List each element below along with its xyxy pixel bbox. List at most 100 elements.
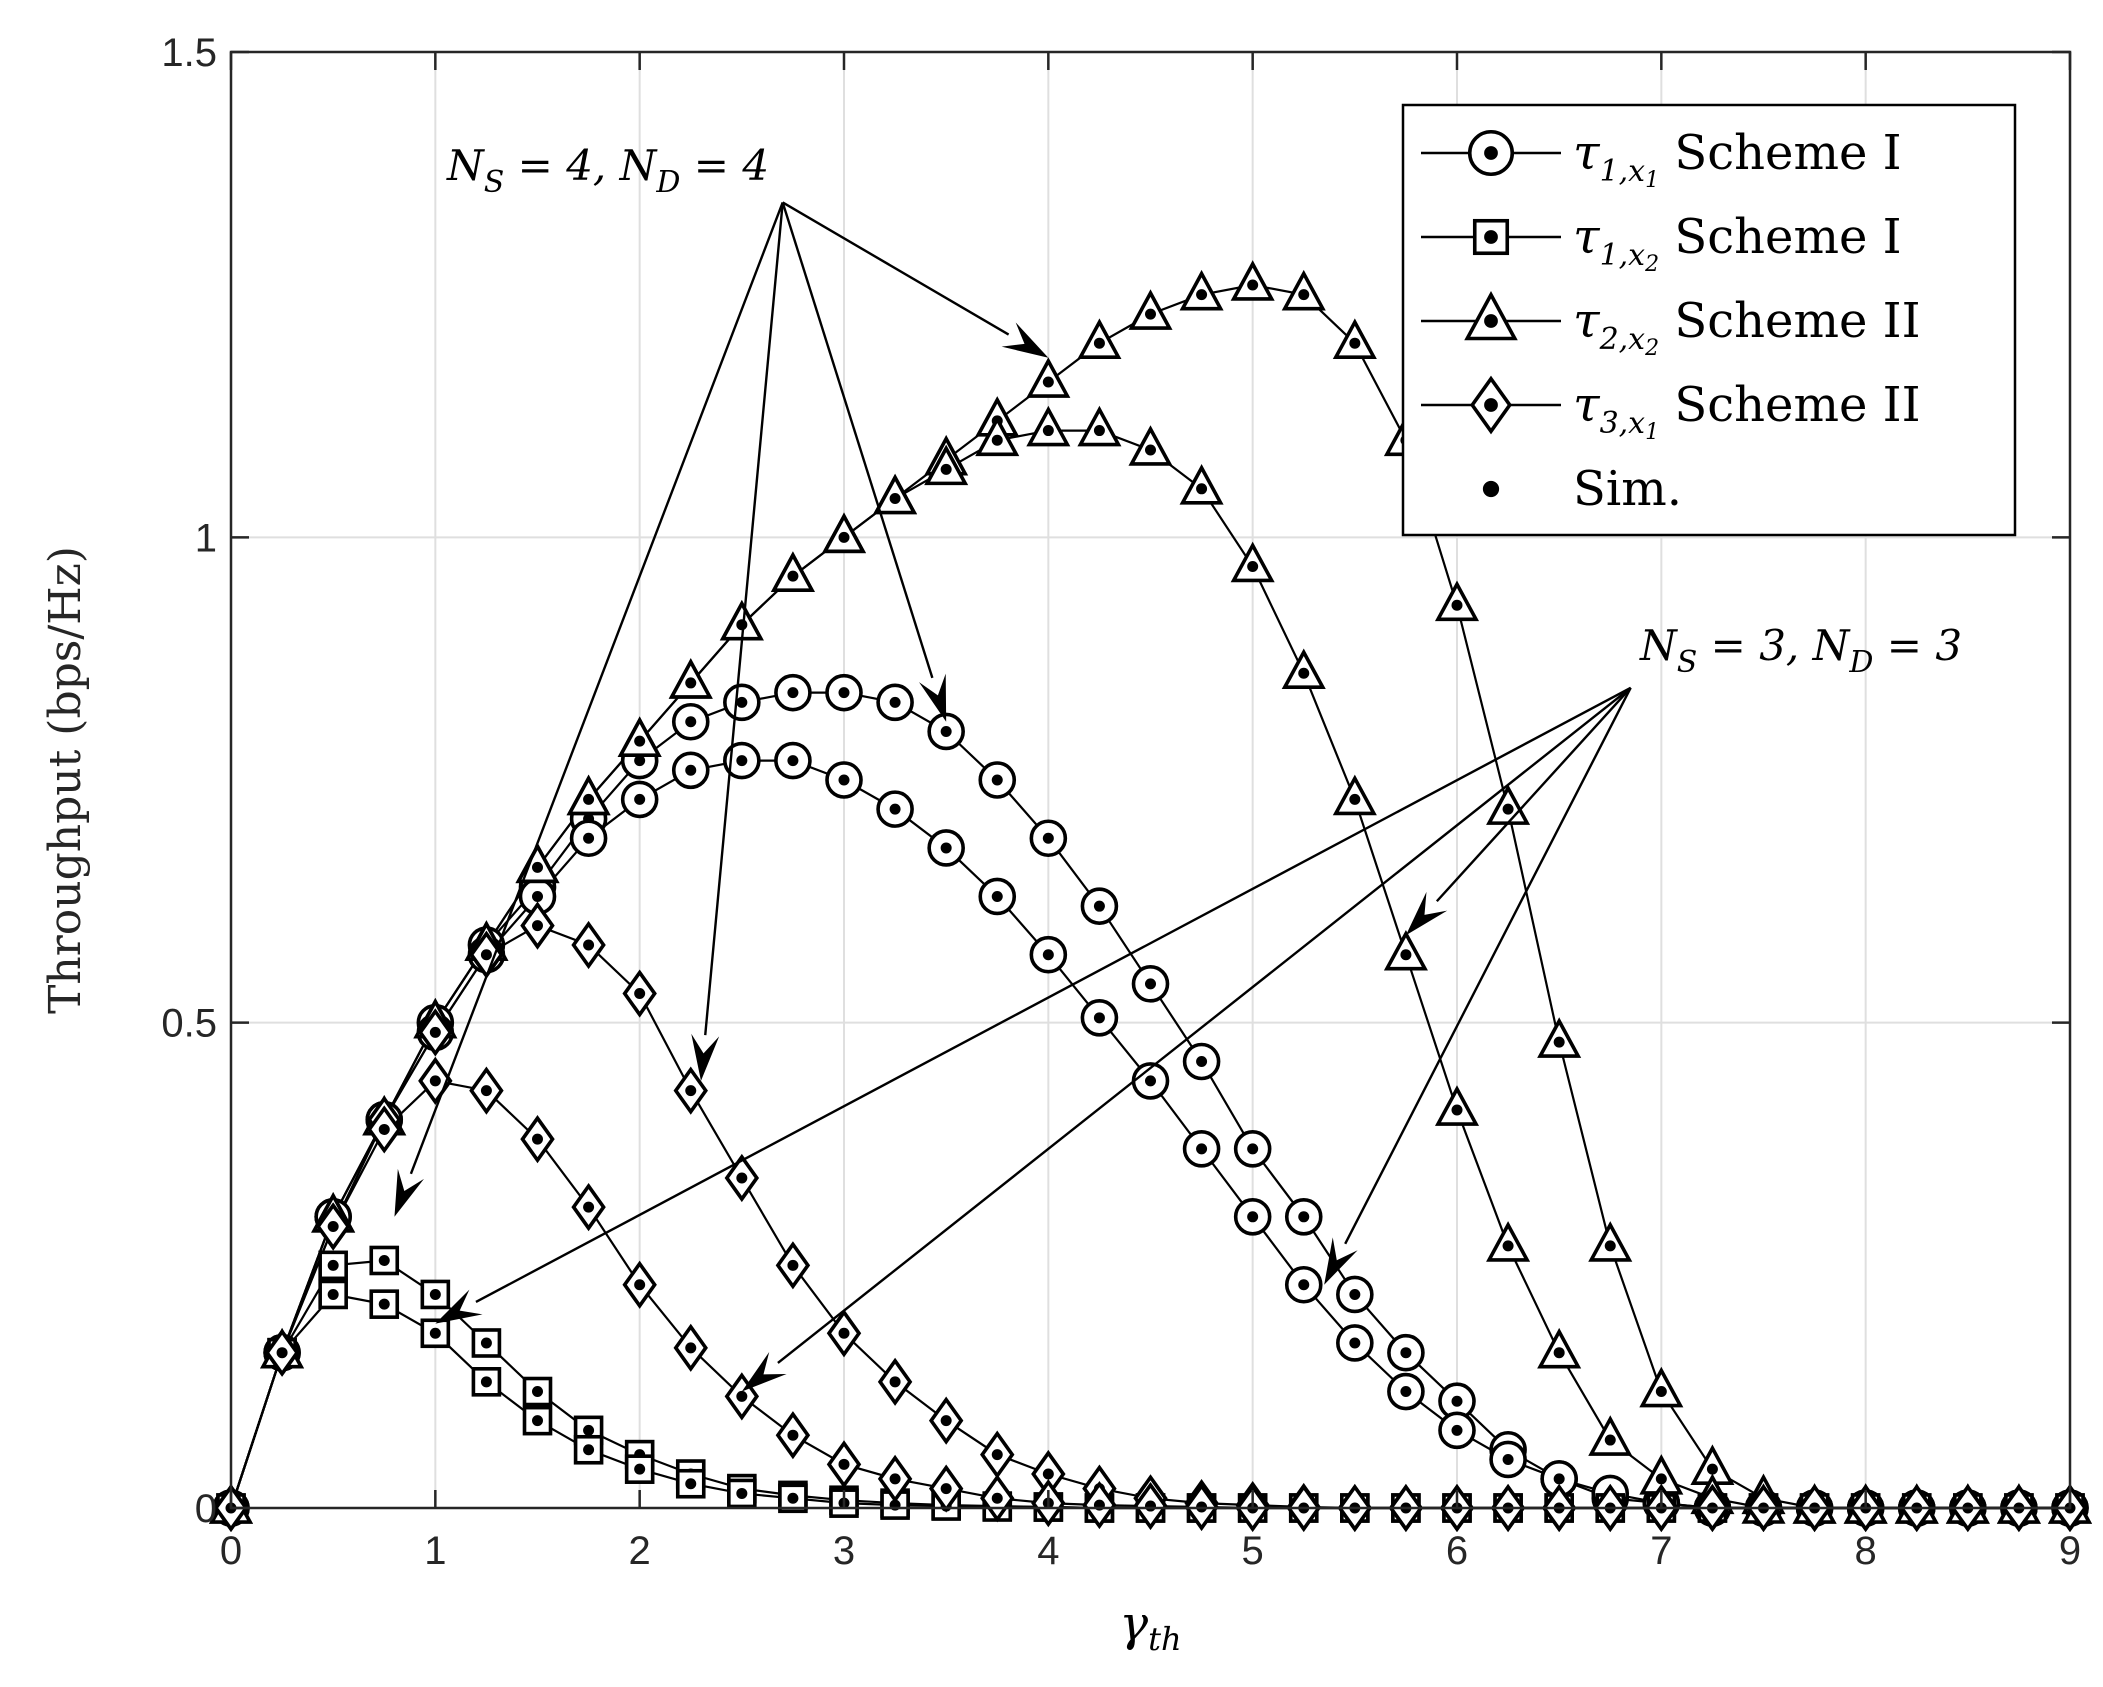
annotation-arrow-line	[704, 202, 784, 1036]
sim-dot	[1604, 1240, 1616, 1252]
annotation-arrow-line	[1435, 686, 1632, 903]
sim-dot	[480, 1376, 492, 1388]
sim-dot	[429, 1288, 441, 1300]
sim-dot	[1042, 1468, 1054, 1480]
legend-subscript: 1,x	[1600, 238, 1646, 273]
annotation-arrow-head	[1324, 1237, 1358, 1285]
sim-dot	[991, 890, 1003, 902]
sim-dot	[838, 1458, 850, 1470]
y-tick-label: 1.5	[161, 31, 217, 75]
x-tick-label: 5	[1242, 1529, 1264, 1573]
marker-square	[471, 1328, 502, 1358]
legend-label: τ2,x2 Scheme II	[1573, 293, 1921, 361]
sim-dot	[787, 687, 799, 699]
sim-dot	[480, 1337, 492, 1349]
sim-dot	[889, 493, 901, 505]
x-tick-label: 0	[220, 1529, 242, 1573]
x-tick-label: 9	[2059, 1529, 2081, 1573]
sim-dot	[1484, 230, 1498, 244]
legend-label: Sim.	[1573, 461, 1682, 517]
sim-dot	[1451, 599, 1463, 611]
legend-subscript: 3,x	[1600, 406, 1646, 441]
annotation-0: NS = 4, ND = 4	[394, 141, 1049, 1217]
sim-dot	[1093, 1012, 1105, 1024]
sim-dot	[1196, 483, 1208, 495]
sim-dot	[429, 1075, 441, 1087]
sim-dot	[940, 463, 952, 475]
annotation-arrow-head	[394, 1168, 424, 1217]
annotation-arrow-line	[781, 202, 934, 679]
sim-dot	[327, 1259, 339, 1271]
sim-dot	[1553, 1036, 1565, 1048]
sim-dot	[532, 890, 543, 902]
sim-dot	[1400, 1386, 1412, 1398]
sim-dot	[991, 1492, 1003, 1504]
marker-square	[471, 1367, 502, 1397]
sim-dot	[429, 1327, 441, 1339]
sim-dot	[940, 1483, 952, 1495]
sim-dot	[787, 570, 799, 582]
sim-dot	[583, 939, 595, 951]
sim-dot	[1451, 1395, 1463, 1407]
annotation-label-sub: S	[484, 165, 505, 200]
sim-dot	[1298, 1211, 1310, 1223]
sim-dot	[1093, 900, 1105, 912]
sim-dot	[1196, 1055, 1208, 1067]
sim-dot	[634, 735, 646, 747]
annotation-label: NS = 4, ND = 4	[446, 141, 769, 200]
sim-dot	[991, 1449, 1003, 1461]
sim-dot	[736, 1487, 748, 1499]
legend: τ1,x1 Scheme Iτ1,x2 Scheme Iτ2,x2 Scheme…	[1401, 103, 2017, 537]
sim-dot	[634, 1279, 646, 1291]
sim-dot	[1502, 1240, 1514, 1252]
sim-dot	[736, 1172, 748, 1184]
sim-dot	[889, 696, 901, 708]
sim-dot	[1145, 444, 1156, 456]
sim-dot	[480, 949, 492, 961]
x-tick-label: 4	[1037, 1529, 1059, 1573]
legend-subscript: 1,x	[1600, 154, 1646, 189]
sim-dot	[634, 988, 646, 1000]
sim-dot	[1042, 376, 1054, 388]
sim-dot	[1093, 337, 1105, 349]
annotation-label-sub: D	[1848, 645, 1873, 680]
annotation-arrow-line	[782, 201, 1010, 336]
sim-dot	[1247, 279, 1259, 291]
annotation-label-n: N	[446, 141, 485, 190]
marker-square	[420, 1318, 451, 1349]
sim-dot	[1484, 146, 1498, 160]
sim-dot	[685, 764, 697, 776]
sim-dot	[1145, 308, 1156, 320]
sim-dot	[1482, 480, 1500, 498]
sim-dot	[583, 832, 595, 844]
sim-dot	[583, 1424, 595, 1436]
legend-symbol: τ	[1573, 293, 1601, 349]
sim-dot	[1145, 1500, 1156, 1512]
sim-dot	[429, 1026, 441, 1038]
legend-item-0: τ1,x1 Scheme I	[1421, 125, 1902, 193]
sim-dot	[532, 861, 543, 873]
y-tick-label: 0.5	[161, 1002, 217, 1046]
x-tick-label: 3	[833, 1529, 855, 1573]
sim-dot	[532, 1415, 543, 1427]
sim-dot	[1247, 1211, 1259, 1223]
y-tick-label: 0	[195, 1487, 217, 1531]
sim-dot	[1349, 337, 1361, 349]
sim-dot	[940, 1415, 952, 1427]
sim-dot	[940, 842, 952, 854]
legend-item-3: τ3,x1 Scheme II	[1421, 375, 1921, 445]
marker-square	[420, 1279, 451, 1310]
axis-tick-labels: 0 1 2 3 4 5 6 7 8 9 0 0.5 1 1.5	[161, 31, 2081, 1573]
sim-dot	[1247, 560, 1259, 572]
sim-dot	[736, 1390, 748, 1402]
sim-dot	[787, 1429, 799, 1441]
sim-dot	[1451, 1424, 1463, 1436]
plot-frame	[229, 50, 2072, 1510]
annotation-label-mid: = 4, N	[504, 141, 657, 190]
sim-dot	[1553, 1473, 1565, 1485]
sim-dot	[1484, 314, 1498, 328]
annotation-label-tail: = 4	[680, 141, 769, 190]
annotation-arrow-head	[1405, 891, 1448, 936]
annotation-label-sub: S	[1677, 645, 1698, 680]
